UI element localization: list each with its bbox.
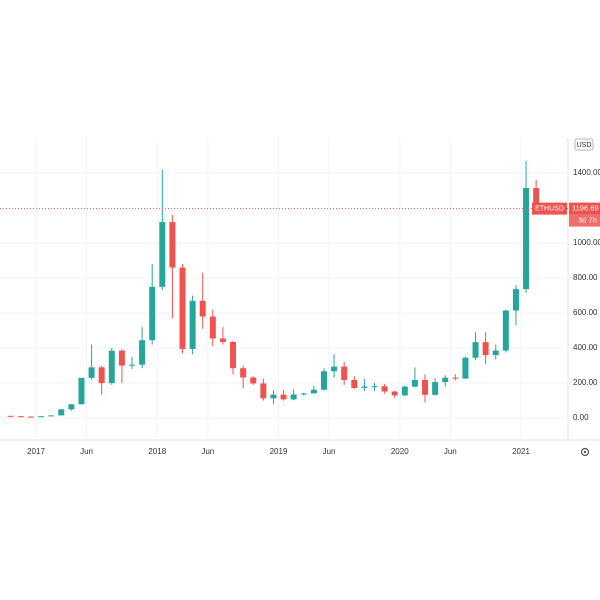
currency-box[interactable] [574,138,594,151]
y-tick-label: 400.00 [573,343,598,352]
candle-body [341,366,348,380]
candle-body [149,286,156,341]
candle-body [240,368,247,378]
candle-body [371,386,378,388]
candle-body [422,379,429,395]
candle-body [310,389,317,394]
candle-body [533,188,540,209]
symbol-tag [532,202,567,215]
candle-body [290,394,297,400]
candle-body [391,391,398,396]
candle-body [58,409,65,416]
price-tag-label: 1196.69 [572,204,599,213]
candle-body [381,386,388,392]
currency-label[interactable]: USD [577,142,592,149]
x-tick-label: 2017 [27,447,45,456]
candle-body [169,222,176,268]
candle-body [199,300,206,317]
x-tick-label: 2019 [270,447,288,456]
candle-body [139,340,146,365]
candle-body [219,338,226,342]
candle-body [270,394,277,399]
candle-body [482,342,489,356]
x-tick-label: 2018 [148,447,166,456]
candle-body [260,383,267,399]
symbol-label: ETHUSD [535,205,564,212]
candle-body [361,386,368,389]
candle-body [452,377,459,379]
candle-body [432,382,439,395]
price-tag [569,202,600,215]
countdown-label: 3d 7h [578,216,597,225]
candle-body [300,393,307,395]
candle-body [17,416,24,418]
x-tick-label: Jun [201,447,214,456]
candle-body [27,416,34,418]
x-tick-label: 2021 [512,447,530,456]
candle-body [462,357,469,379]
candle-body [7,415,14,417]
y-tick-label: 1400.00 [573,168,600,177]
candle-body [320,371,327,390]
countdown-tag [569,214,600,227]
candle-body [189,300,196,349]
candle-body [128,364,135,366]
candle-body [472,342,479,358]
y-tick-label: 1000.00 [573,238,600,247]
candle-body [209,316,216,339]
y-tick-label: 600.00 [573,308,598,317]
x-tick-label: Jun [323,447,336,456]
settings-icon-ring[interactable] [580,447,590,457]
x-tick-label: Jun [80,447,93,456]
candle-body [512,289,519,311]
settings-icon[interactable] [580,447,590,457]
candle-body [179,267,186,349]
candle-body [492,350,499,356]
candle-body [331,366,338,372]
x-tick-label: 2020 [391,447,409,456]
candle-body [78,377,85,405]
candle-body [68,404,75,410]
candle-body [108,350,115,384]
y-tick-label: 0.00 [573,413,589,422]
x-tick-label: Jun [444,447,457,456]
candle-body [38,416,45,418]
candle-body [502,310,509,351]
candle-body [88,367,95,378]
candle-body [280,394,287,400]
candle-body [351,379,358,389]
y-tick-label: 200.00 [573,378,598,387]
candle-body [442,377,449,383]
candle-body [230,341,237,369]
settings-icon-center[interactable] [583,450,587,454]
candle-body [48,415,55,417]
candle-body [250,377,257,384]
candle-body [401,386,408,396]
candle-body [411,379,418,387]
candle-body [118,350,125,366]
candle-body [159,222,166,287]
candle-body [523,188,530,290]
y-tick-label: 800.00 [573,273,598,282]
candle-body [98,367,105,384]
